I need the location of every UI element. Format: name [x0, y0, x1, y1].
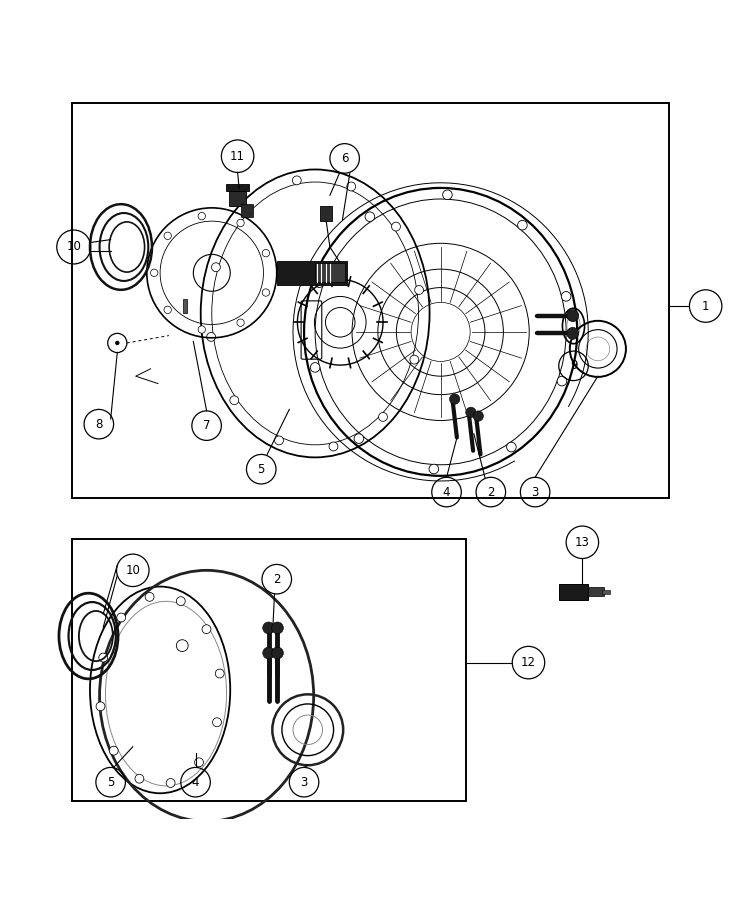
- Text: 4: 4: [192, 776, 199, 788]
- Bar: [276, 261, 347, 284]
- Bar: [72, 103, 669, 498]
- Circle shape: [230, 396, 239, 405]
- Circle shape: [213, 718, 222, 726]
- Circle shape: [115, 341, 119, 346]
- Circle shape: [365, 212, 375, 221]
- Text: 7: 7: [203, 419, 210, 432]
- Circle shape: [117, 613, 126, 622]
- Circle shape: [198, 212, 205, 220]
- Circle shape: [237, 319, 245, 327]
- Text: 8: 8: [95, 418, 102, 431]
- Circle shape: [262, 249, 270, 256]
- Circle shape: [243, 205, 252, 214]
- Circle shape: [310, 363, 320, 373]
- Bar: [559, 583, 588, 600]
- Circle shape: [176, 640, 188, 652]
- Circle shape: [450, 394, 460, 404]
- Circle shape: [347, 182, 356, 191]
- Circle shape: [207, 332, 216, 341]
- Circle shape: [96, 702, 105, 711]
- Text: 12: 12: [521, 656, 536, 669]
- Circle shape: [391, 222, 400, 231]
- Text: 3: 3: [300, 776, 308, 788]
- Circle shape: [410, 356, 419, 364]
- Circle shape: [567, 328, 579, 339]
- Text: 6: 6: [341, 152, 348, 165]
- Text: 9: 9: [570, 359, 577, 373]
- Circle shape: [211, 263, 220, 272]
- Circle shape: [507, 442, 516, 452]
- Circle shape: [329, 442, 338, 451]
- Text: 10: 10: [66, 240, 82, 254]
- Text: 2: 2: [487, 486, 494, 499]
- Circle shape: [415, 285, 424, 294]
- Text: 5: 5: [107, 776, 114, 788]
- Bar: [183, 299, 187, 313]
- Bar: [602, 590, 610, 594]
- Circle shape: [202, 625, 211, 634]
- Circle shape: [518, 220, 527, 230]
- Circle shape: [263, 622, 274, 634]
- Bar: [226, 184, 250, 191]
- Circle shape: [379, 412, 388, 421]
- Bar: [588, 588, 604, 596]
- Bar: [316, 263, 345, 283]
- Circle shape: [195, 758, 204, 767]
- Text: 13: 13: [575, 536, 590, 549]
- Circle shape: [562, 292, 571, 302]
- Circle shape: [237, 220, 245, 227]
- Circle shape: [110, 746, 118, 755]
- Circle shape: [567, 310, 579, 321]
- Circle shape: [262, 289, 270, 296]
- Circle shape: [216, 669, 224, 678]
- Text: 10: 10: [125, 563, 140, 577]
- Bar: [242, 204, 253, 218]
- Circle shape: [293, 176, 302, 184]
- Circle shape: [145, 592, 154, 601]
- Text: 5: 5: [258, 463, 265, 476]
- Circle shape: [429, 464, 439, 473]
- Bar: [320, 206, 332, 221]
- Circle shape: [164, 232, 171, 239]
- Text: 2: 2: [273, 572, 281, 586]
- Circle shape: [275, 436, 284, 445]
- Circle shape: [198, 326, 205, 333]
- Circle shape: [354, 434, 364, 444]
- Text: 1: 1: [702, 300, 709, 312]
- Circle shape: [150, 269, 158, 276]
- Bar: [229, 191, 247, 205]
- Text: 11: 11: [230, 149, 245, 163]
- Bar: [72, 538, 467, 801]
- Circle shape: [272, 647, 283, 659]
- Circle shape: [442, 190, 452, 200]
- Circle shape: [263, 647, 274, 659]
- Circle shape: [176, 597, 185, 606]
- Circle shape: [557, 376, 567, 386]
- Circle shape: [164, 306, 171, 313]
- Circle shape: [272, 622, 283, 634]
- Circle shape: [135, 774, 144, 783]
- Circle shape: [466, 407, 476, 418]
- Circle shape: [166, 778, 175, 788]
- Circle shape: [99, 653, 107, 662]
- Circle shape: [314, 278, 324, 287]
- Circle shape: [473, 411, 483, 421]
- Text: 4: 4: [443, 486, 451, 499]
- Text: 3: 3: [531, 486, 539, 499]
